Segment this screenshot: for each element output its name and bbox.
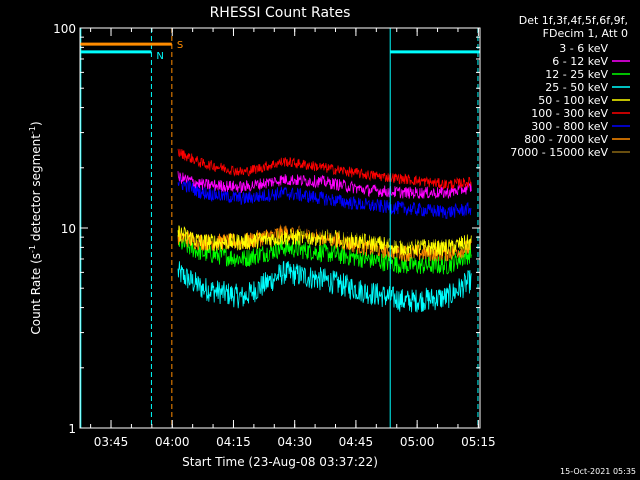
y-tick-label: 100	[53, 22, 76, 36]
series-line	[177, 260, 472, 313]
y-axis-label-superscript: -1	[28, 126, 37, 134]
x-tick-label: 04:00	[155, 435, 190, 449]
y-tick-label: 10	[61, 222, 76, 236]
x-tick-label: 04:45	[339, 435, 374, 449]
legend-entry: 100 - 300 keV	[531, 107, 608, 120]
flag-label: N	[156, 51, 163, 62]
chart-title: RHESSI Count Rates	[210, 5, 351, 21]
legend-entry: 6 - 12 keV	[552, 55, 608, 68]
legend-entry: 3 - 6 keV	[559, 42, 608, 55]
x-tick-label: 04:15	[216, 435, 251, 449]
x-axis-label: Start Time (23-Aug-08 03:37:22)	[182, 455, 378, 469]
x-tick-label: 04:30	[277, 435, 312, 449]
legend-header: FDecim 1, Att 0	[543, 27, 628, 40]
legend-entry: 25 - 50 keV	[545, 81, 608, 94]
y-tick-label: 1	[68, 422, 76, 436]
y-axis-label-part: )	[29, 121, 43, 126]
series-line	[177, 225, 472, 257]
y-axis-label-part: Count Rate (s	[29, 253, 43, 335]
x-tick-label: 05:00	[400, 435, 435, 449]
legend-entry: 12 - 25 keV	[545, 68, 608, 81]
legend-header: Det 1f,3f,4f,5f,6f,9f,	[519, 14, 628, 27]
series-line	[177, 175, 472, 219]
footer-timestamp: 15-Oct-2021 05:35	[560, 467, 636, 476]
x-tick-label: 03:45	[94, 435, 129, 449]
legend-entry: 800 - 7000 keV	[524, 133, 608, 146]
series-line	[177, 234, 472, 275]
y-axis-label-part: detector segment	[29, 134, 43, 245]
series-line	[177, 148, 472, 190]
legend-entry: 300 - 800 keV	[531, 120, 608, 133]
y-axis-label: Count Rate (s-1 detector segment-1)	[28, 121, 43, 334]
series-line	[177, 224, 472, 262]
series-line	[177, 171, 472, 199]
legend-entry: 7000 - 15000 keV	[510, 146, 608, 159]
legend-entry: 50 - 100 keV	[538, 94, 608, 107]
x-tick-label: 05:15	[461, 435, 496, 449]
series-line	[177, 196, 472, 248]
flag-label: S	[177, 40, 183, 51]
y-axis-label-superscript: -1	[28, 245, 37, 253]
